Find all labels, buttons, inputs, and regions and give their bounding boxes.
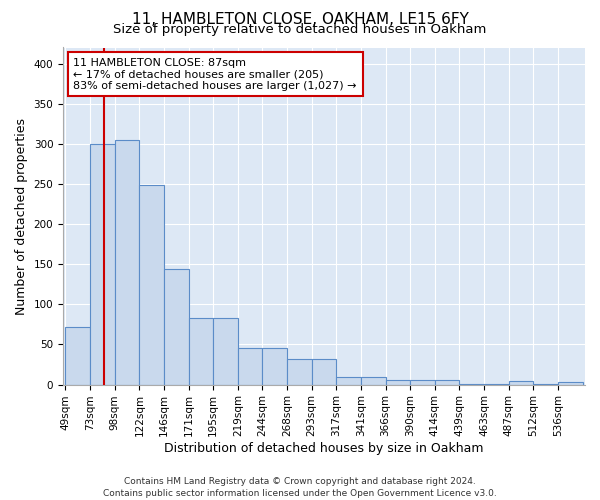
Bar — [238, 348, 262, 384]
Bar — [435, 380, 460, 384]
Y-axis label: Number of detached properties: Number of detached properties — [15, 118, 28, 314]
Bar — [410, 380, 435, 384]
Bar — [337, 378, 361, 384]
Bar — [386, 380, 410, 384]
X-axis label: Distribution of detached houses by size in Oakham: Distribution of detached houses by size … — [164, 442, 484, 455]
Bar — [312, 359, 337, 384]
Text: 11, HAMBLETON CLOSE, OAKHAM, LE15 6FY: 11, HAMBLETON CLOSE, OAKHAM, LE15 6FY — [131, 12, 469, 28]
Bar — [558, 382, 583, 384]
Bar — [188, 318, 213, 384]
Bar — [90, 144, 115, 384]
Bar — [262, 348, 287, 384]
Bar — [509, 382, 533, 384]
Bar — [115, 140, 139, 384]
Bar — [213, 318, 238, 384]
Bar — [287, 359, 312, 384]
Bar — [164, 269, 188, 384]
Bar — [139, 184, 164, 384]
Bar — [65, 327, 90, 384]
Text: Contains HM Land Registry data © Crown copyright and database right 2024.
Contai: Contains HM Land Registry data © Crown c… — [103, 476, 497, 498]
Text: Size of property relative to detached houses in Oakham: Size of property relative to detached ho… — [113, 22, 487, 36]
Bar — [361, 378, 386, 384]
Text: 11 HAMBLETON CLOSE: 87sqm
← 17% of detached houses are smaller (205)
83% of semi: 11 HAMBLETON CLOSE: 87sqm ← 17% of detac… — [73, 58, 357, 91]
